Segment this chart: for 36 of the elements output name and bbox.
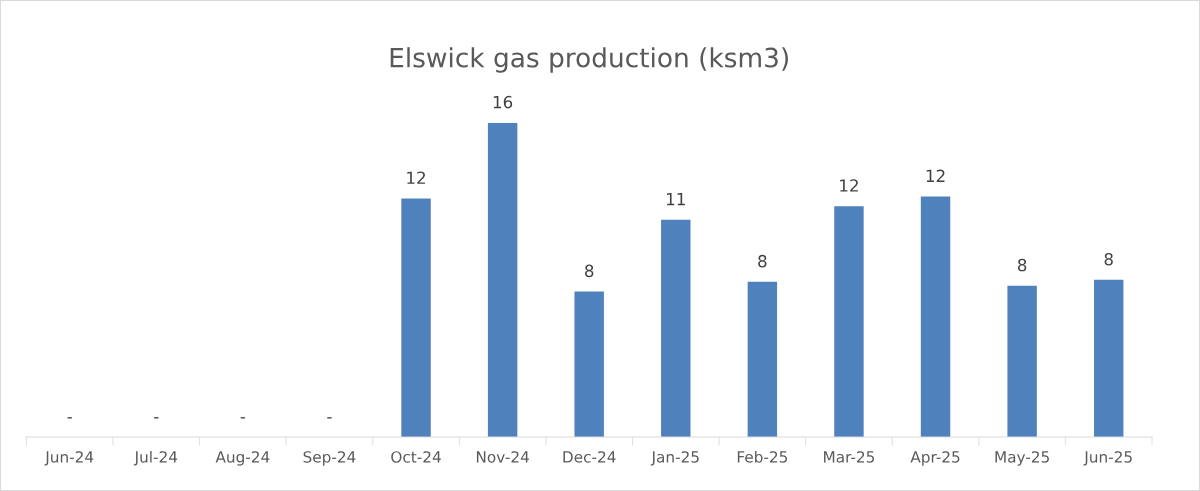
bar — [1093, 279, 1124, 437]
x-tick-label: May-25 — [995, 451, 1049, 466]
data-label: - — [154, 417, 159, 419]
x-tick-label: Aug-24 — [215, 451, 270, 466]
x-tick-label: Mar-25 — [824, 451, 875, 463]
bar — [574, 291, 604, 437]
x-tick-label: Nov-24 — [476, 451, 529, 463]
data-label: 8 — [758, 254, 767, 268]
x-tick-label: Jul-24 — [133, 450, 178, 466]
bar — [1007, 285, 1037, 437]
x-tick-label: Jun-25 — [1083, 451, 1132, 466]
bar — [401, 198, 431, 437]
x-tick-label: Oct-24 — [391, 451, 441, 463]
data-label: 8 — [1017, 258, 1027, 272]
x-tick-label: Feb-25 — [737, 450, 788, 463]
data-label: 16 — [493, 95, 513, 109]
bar — [661, 219, 691, 437]
data-label: - — [240, 417, 246, 419]
bar — [920, 196, 951, 437]
x-tick-label: Apr-25 — [910, 451, 960, 466]
data-label: 12 — [926, 169, 945, 182]
bar — [487, 122, 518, 437]
chart-title: Elswick gas production (ksm3) — [390, 47, 788, 73]
x-tick-label: Jun-24 — [44, 451, 94, 466]
bar — [834, 206, 864, 437]
bar — [747, 281, 778, 437]
data-label: 12 — [840, 179, 858, 192]
data-label: 8 — [585, 264, 594, 278]
x-tick-label: Jan-25 — [650, 451, 699, 466]
x-tick-label: Sep-24 — [303, 451, 356, 466]
data-label: 12 — [407, 171, 425, 184]
data-label: - — [67, 417, 72, 419]
data-label: - — [327, 417, 332, 419]
data-label: 8 — [1104, 252, 1113, 266]
x-tick-label: Dec-24 — [563, 451, 616, 463]
data-label: 11 — [667, 193, 685, 206]
